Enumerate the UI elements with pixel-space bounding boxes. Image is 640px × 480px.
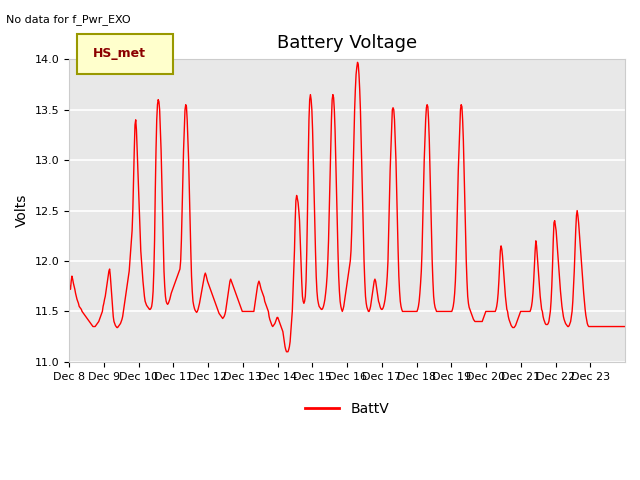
Text: No data for f_Pwr_EXO: No data for f_Pwr_EXO [6,14,131,25]
Y-axis label: Volts: Volts [15,194,29,227]
Legend: BattV: BattV [299,396,395,421]
Text: HS_met: HS_met [93,47,146,60]
Title: Battery Voltage: Battery Voltage [277,34,417,52]
